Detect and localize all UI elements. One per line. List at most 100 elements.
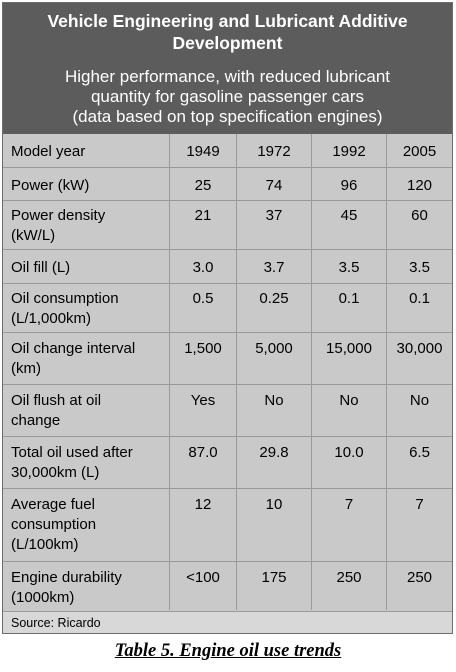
value-text: 37 (265, 207, 283, 224)
value-text: No (339, 392, 359, 409)
value-text: 5,000 (255, 340, 293, 357)
row-label-line: consumption (11, 516, 97, 533)
value-text: 21 (194, 207, 212, 224)
value-cell: No (236, 385, 311, 436)
subtitle-line-3: (data based on top specification engines… (72, 107, 383, 126)
row-label-line: Oil fill (L) (11, 259, 71, 276)
value-text: 12 (194, 496, 212, 513)
value-cell: Yes (169, 385, 236, 436)
value-cell: No (311, 385, 386, 436)
row-label-line: (kW/L) (11, 227, 56, 244)
value-cell: 87.0 (169, 437, 236, 488)
value-cell: 2005 (386, 134, 452, 167)
value-cell: 0.5 (169, 284, 236, 332)
value-text: No (264, 392, 284, 409)
value-cell: 3.5 (311, 250, 386, 283)
value-text: 74 (265, 177, 283, 194)
table-row: Oil consumption (L/1,000km) 0.5 0.25 0.1 0.1 (3, 284, 452, 333)
value-text: 45 (340, 207, 358, 224)
table-header: Vehicle Engineering and Lubricant Additi… (3, 3, 452, 134)
value-text: 60 (411, 207, 428, 224)
value-cell: 120 (386, 168, 452, 200)
table-row: Engine durability (1000km) <100 175 250 250 (3, 562, 452, 610)
value-cell: 3.0 (169, 250, 236, 283)
value-text: 10 (265, 496, 283, 513)
table-row: Power (kW) 25 74 96 120 (3, 168, 452, 201)
value-text: 15,000 (326, 340, 372, 357)
row-label: Power (kW) (3, 168, 169, 200)
value-cell: 10.0 (311, 437, 386, 488)
table-row: Oil flush at oil change Yes No No No (3, 385, 452, 437)
row-label-line: Engine durability (11, 569, 122, 586)
value-text: 0.1 (338, 290, 360, 307)
value-text: 29.8 (259, 444, 289, 461)
value-cell: 1972 (236, 134, 311, 167)
value-cell: 37 (236, 201, 311, 249)
table-row: Oil fill (L) 3.0 3.7 3.5 3.5 (3, 250, 452, 284)
value-text: 120 (406, 177, 433, 194)
row-label-line: Oil flush at oil (11, 392, 102, 409)
value-text: 2005 (402, 143, 437, 160)
row-label: Power density (kW/L) (3, 201, 169, 249)
value-cell: 0.1 (386, 284, 452, 332)
value-cell: 175 (236, 562, 311, 610)
row-label: Engine durability (1000km) (3, 562, 169, 610)
value-text: 3.5 (409, 259, 430, 276)
value-cell: 10 (236, 489, 311, 561)
row-label-line: change (11, 412, 61, 429)
value-cell: 5,000 (236, 333, 311, 384)
value-cell: 15,000 (311, 333, 386, 384)
value-text: 3.0 (192, 259, 214, 276)
value-cell: 21 (169, 201, 236, 249)
row-label-line: (L/1,000km) (11, 310, 92, 327)
row-label: Model year (3, 134, 169, 167)
value-text: 0.5 (192, 290, 214, 307)
row-label-line: Oil change interval (11, 340, 136, 357)
value-text: 1972 (257, 143, 291, 160)
value-text: 0.1 (409, 290, 430, 307)
value-cell: 96 (311, 168, 386, 200)
value-cell: 12 (169, 489, 236, 561)
value-cell: 0.1 (311, 284, 386, 332)
table-row: Oil change interval (km) 1,500 5,000 15,000 3… (3, 333, 452, 385)
value-cell: 6.5 (386, 437, 452, 488)
row-label: Oil flush at oil change (3, 385, 169, 436)
value-text: No (409, 392, 430, 409)
value-cell: 3.5 (386, 250, 452, 283)
value-cell: 29.8 (236, 437, 311, 488)
row-label-line: Power density (11, 207, 106, 224)
value-cell: 250 (311, 562, 386, 610)
value-text: 1992 (332, 143, 366, 160)
table-row: Power density (kW/L) 21 37 45 60 (3, 201, 452, 250)
table-subtitle: Higher performance, with reduced lubrica… (3, 67, 452, 127)
row-label-line: (1000km) (11, 589, 75, 606)
value-cell: 30,000 (386, 333, 452, 384)
row-label-line: 30,000km (L) (11, 464, 100, 481)
row-label-line: Model year (11, 143, 86, 160)
subtitle-line-2: quantity for gasoline passenger cars (90, 87, 365, 106)
value-text: 96 (340, 177, 358, 194)
value-cell: 3.7 (236, 250, 311, 283)
value-cell: 0.25 (236, 284, 311, 332)
row-label-line: Total oil used after (11, 444, 133, 461)
value-cell: 74 (236, 168, 311, 200)
row-label-line: (L/100km) (11, 536, 79, 553)
row-label-line: (km) (11, 360, 41, 377)
row-label-line: Average fuel (11, 496, 95, 513)
value-cell: 45 (311, 201, 386, 249)
value-cell: 60 (386, 201, 452, 249)
table-row: Model year 1949 1972 1992 2005 (3, 134, 452, 168)
row-label: Oil change interval (km) (3, 333, 169, 384)
value-text: 10.0 (334, 444, 364, 461)
value-text: 175 (261, 569, 287, 586)
value-text: 30,000 (396, 340, 443, 357)
value-text: 3.7 (263, 259, 285, 276)
value-text: Yes (190, 392, 216, 409)
row-label: Oil fill (L) (3, 250, 169, 283)
value-cell: 1,500 (169, 333, 236, 384)
table-caption: Table 5. Engine oil use trends (114, 641, 342, 661)
value-text: 3.5 (338, 259, 360, 276)
value-text: 1,500 (184, 340, 222, 357)
title-line-1: Vehicle Engineering and Lubricant Additi… (47, 11, 408, 31)
value-text: 7 (415, 496, 424, 513)
